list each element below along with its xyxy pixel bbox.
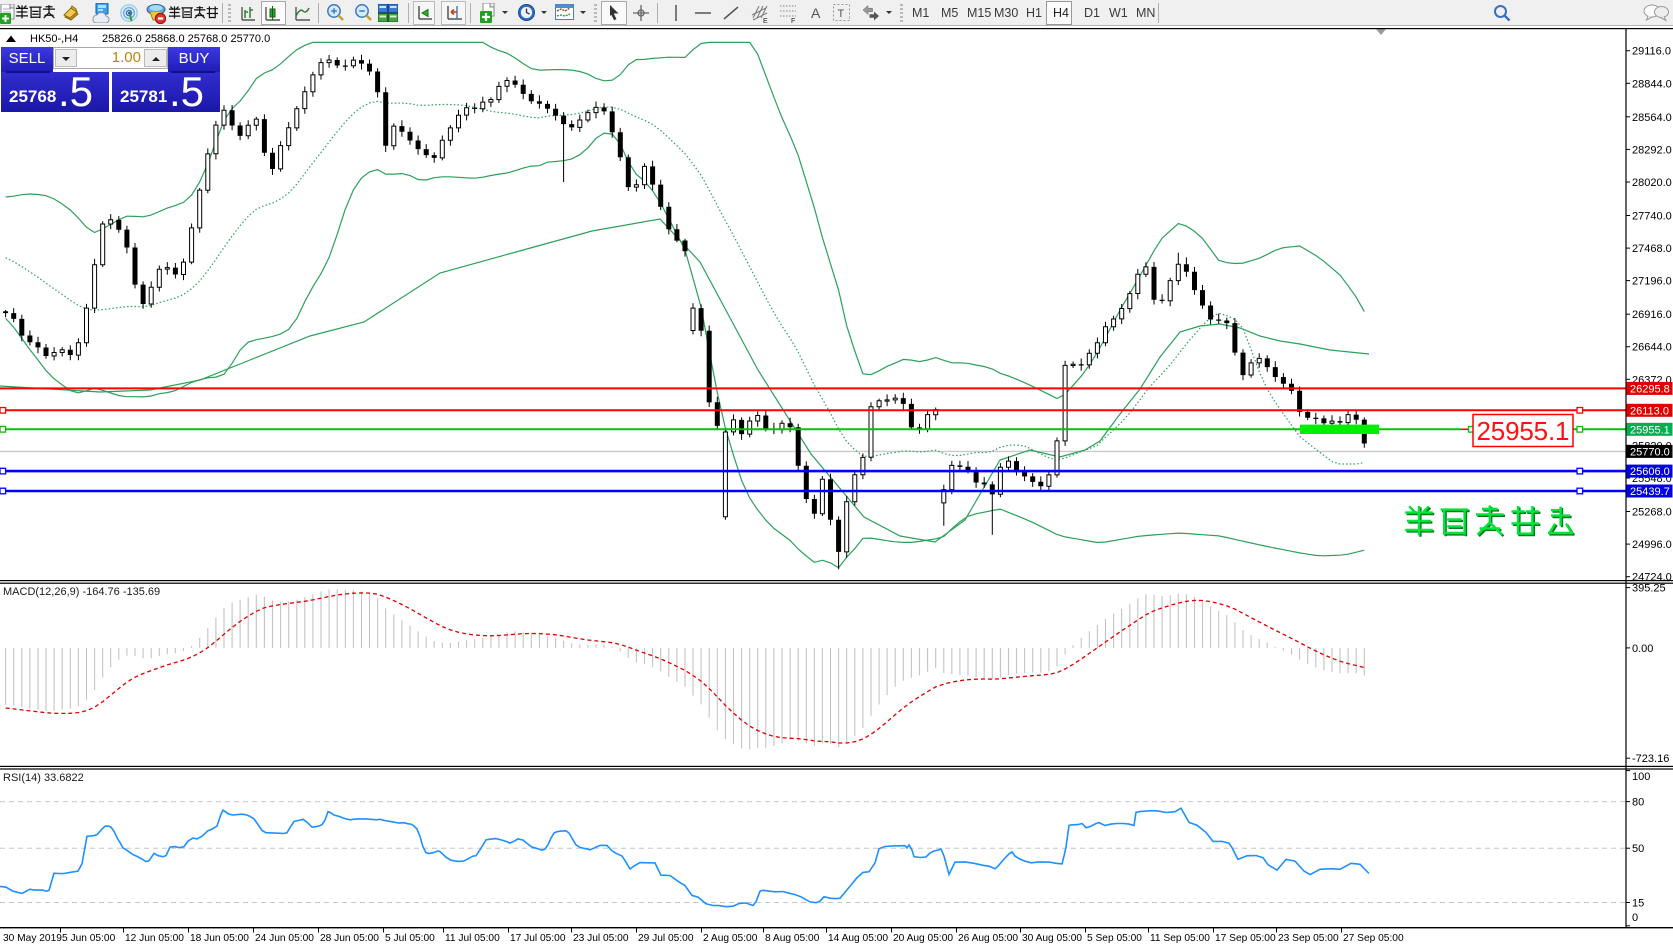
svg-text:25955.1: 25955.1 [1477,416,1570,446]
svg-text:-723.16: -723.16 [1632,753,1669,765]
svg-text:25606.0: 25606.0 [1630,466,1670,478]
svg-text:80: 80 [1632,797,1644,809]
svg-text:17 Sep 05:00: 17 Sep 05:00 [1215,933,1276,944]
svg-text:18 Jun 05:00: 18 Jun 05:00 [190,933,249,944]
svg-text:5 Jul 05:00: 5 Jul 05:00 [385,933,435,944]
svg-text:24724.0: 24724.0 [1632,572,1672,584]
svg-text:24 Jun 05:00: 24 Jun 05:00 [255,933,314,944]
svg-text:25439.7: 25439.7 [1630,486,1670,498]
svg-text:23 Sep 05:00: 23 Sep 05:00 [1278,933,1339,944]
svg-text:RSI(14) 33.6822: RSI(14) 33.6822 [3,772,84,784]
svg-text:50: 50 [1632,843,1644,855]
svg-text:26295.8: 26295.8 [1630,383,1670,395]
svg-text:29116.0: 29116.0 [1632,46,1671,58]
svg-text:26644.0: 26644.0 [1632,342,1672,354]
svg-text:25826.0 25868.0 25768.0 25770.: 25826.0 25868.0 25768.0 25770.0 [102,33,270,45]
svg-text:27740.0: 27740.0 [1632,211,1672,223]
svg-text:28844.0: 28844.0 [1632,78,1672,90]
svg-text:F: F [791,18,795,24]
svg-text:MACD(12,26,9) -164.76 -135.69: MACD(12,26,9) -164.76 -135.69 [3,586,160,598]
svg-text:0.00: 0.00 [1632,643,1653,655]
svg-text:26916.0: 26916.0 [1632,309,1672,321]
svg-text:11 Jul 05:00: 11 Jul 05:00 [445,933,500,944]
svg-text:E: E [763,18,768,24]
svg-text:0: 0 [1632,912,1638,924]
svg-text:26113.0: 26113.0 [1630,405,1669,417]
svg-text:8 Aug 05:00: 8 Aug 05:00 [765,933,820,944]
svg-text:25770.0: 25770.0 [1630,446,1670,458]
svg-text:25268.0: 25268.0 [1632,507,1672,519]
svg-text:14 Aug 05:00: 14 Aug 05:00 [828,933,888,944]
svg-text:26 Aug 05:00: 26 Aug 05:00 [958,933,1018,944]
svg-text:20 Aug 05:00: 20 Aug 05:00 [893,933,953,944]
svg-text:15: 15 [1632,898,1644,910]
svg-text:28 Jun 05:00: 28 Jun 05:00 [320,933,379,944]
svg-text:HK50-,H4: HK50-,H4 [30,33,78,45]
svg-text:5 Sep 05:00: 5 Sep 05:00 [1087,933,1142,944]
svg-text:100: 100 [1632,771,1650,783]
svg-text:T: T [838,8,845,20]
svg-text:30 Aug 05:00: 30 Aug 05:00 [1022,933,1082,944]
svg-text:28020.0: 28020.0 [1632,177,1672,189]
svg-text:28564.0: 28564.0 [1632,112,1672,124]
svg-text:25955.1: 25955.1 [1630,424,1670,436]
svg-text:17 Jul 05:00: 17 Jul 05:00 [510,933,566,944]
svg-text:28292.0: 28292.0 [1632,144,1672,156]
svg-text:30 May 2019: 30 May 2019 [3,933,62,944]
svg-text:12 Jun 05:00: 12 Jun 05:00 [125,933,184,944]
svg-text:23 Jul 05:00: 23 Jul 05:00 [573,933,629,944]
svg-text:27468.0: 27468.0 [1632,243,1672,255]
svg-text:24996.0: 24996.0 [1632,539,1672,551]
svg-text:29 Jul 05:00: 29 Jul 05:00 [638,933,694,944]
svg-text:27196.0: 27196.0 [1632,276,1672,288]
svg-text:2 Aug 05:00: 2 Aug 05:00 [703,933,758,944]
svg-text:395.25: 395.25 [1632,583,1666,595]
svg-text:5 Jun 05:00: 5 Jun 05:00 [62,933,116,944]
svg-text:11 Sep 05:00: 11 Sep 05:00 [1150,933,1210,944]
svg-text:27 Sep 05:00: 27 Sep 05:00 [1343,933,1404,944]
